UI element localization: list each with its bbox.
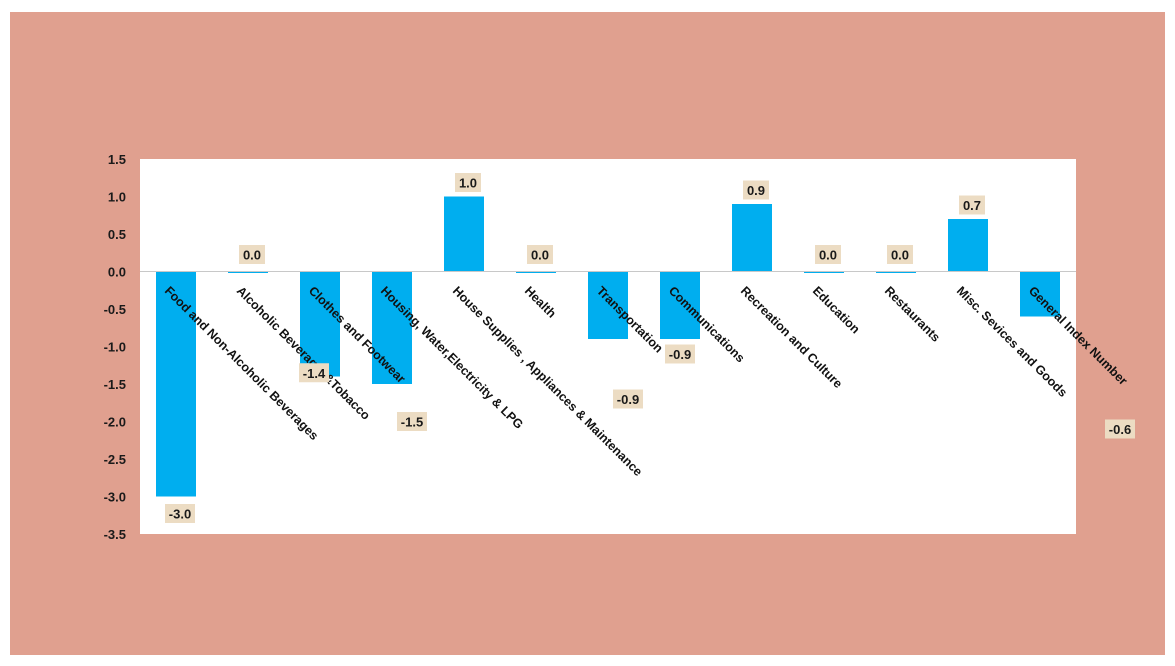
data-label-box: [239, 245, 265, 264]
data-label: 0.0: [243, 248, 261, 263]
bar: [804, 271, 844, 273]
data-label: 0.0: [531, 248, 549, 263]
bar: [156, 271, 196, 497]
data-label: 0.9: [747, 183, 765, 198]
plot-area: [140, 159, 1076, 534]
bar: [516, 271, 556, 273]
data-label: -1.5: [401, 415, 423, 430]
y-tick-label: -3.5: [104, 527, 126, 542]
y-axis-tick-labels: 1.5 1.0 0.5 0.0 -0.5 -1.0 -1.5 -2.0 -2.5 -3.0 -3.5: [104, 152, 126, 542]
y-tick-label: -3.0: [104, 490, 126, 505]
data-label-box: [299, 363, 329, 383]
y-tick-label: -0.5: [104, 302, 126, 317]
data-label-box: [815, 245, 841, 264]
data-label-box: [959, 195, 985, 215]
data-label-box: [165, 504, 195, 523]
data-label-box: [743, 180, 769, 200]
data-label: 0.7: [963, 198, 981, 213]
data-label-box: [455, 173, 481, 192]
bar: [228, 271, 268, 273]
bar: [300, 271, 340, 377]
y-tick-label: 0.5: [108, 227, 126, 242]
data-label-box: [397, 412, 427, 431]
data-label: -0.6: [1109, 422, 1131, 437]
data-label: 1.0: [459, 176, 477, 191]
bar: [444, 196, 484, 272]
bar: [1020, 271, 1060, 317]
data-label-box: [665, 344, 695, 364]
bars-group: [156, 196, 1060, 497]
y-tick-label: -2.5: [104, 452, 126, 467]
bar: [660, 271, 700, 339]
y-tick-label: 1.0: [108, 190, 126, 205]
y-tick-label: 1.5: [108, 152, 126, 167]
data-label: -0.9: [669, 347, 691, 362]
data-labels: -3.0 0.0 -1.4 -1.5 1.0 0.0 -0.9 -0.9 0.9 0.0 0.0 0.…: [165, 173, 1135, 523]
y-tick-label: -2.0: [104, 415, 126, 430]
bar: [948, 219, 988, 272]
bar: [372, 271, 412, 384]
y-tick-label: 0.0: [108, 265, 126, 280]
y-tick-label: -1.5: [104, 377, 126, 392]
chart-background-panel: 1.5 1.0 0.5 0.0 -0.5 -1.0 -1.5 -2.0 -2.5 -3.0 -3.5…: [10, 12, 1165, 655]
bar: [588, 271, 628, 339]
data-label-box: [527, 245, 553, 264]
data-label-box: [613, 389, 643, 409]
data-label-box: [1105, 419, 1135, 439]
y-tick-label: -1.0: [104, 340, 126, 355]
data-label-box: [887, 245, 913, 264]
data-label: -0.9: [617, 392, 639, 407]
bar: [876, 271, 916, 273]
bar-chart: 1.5 1.0 0.5 0.0 -0.5 -1.0 -1.5 -2.0 -2.5 -3.0 -3.5…: [10, 12, 1165, 655]
bar: [732, 204, 772, 272]
data-label: -1.4: [303, 366, 326, 381]
data-label: 0.0: [819, 248, 837, 263]
data-label: -3.0: [169, 507, 191, 522]
data-label: 0.0: [891, 248, 909, 263]
